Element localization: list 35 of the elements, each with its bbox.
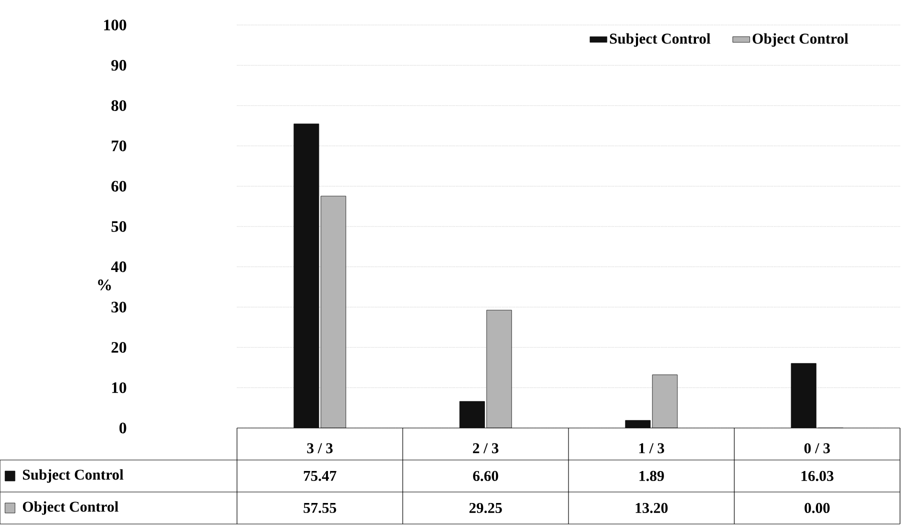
text: Object Control (22, 501, 118, 515)
bar (294, 124, 319, 428)
bar (486, 310, 512, 428)
legend-label: Subject Control (610, 33, 710, 47)
y-tick-label: 100 (104, 20, 126, 30)
data-label: 57.55 (304, 503, 336, 514)
y-tick-label: 40 (111, 261, 126, 272)
y-tick-label: 70 (112, 140, 126, 152)
legend-label: Object Control (752, 33, 848, 47)
y-tick-label: 50 (112, 221, 126, 232)
bar (652, 374, 678, 428)
bar (790, 363, 816, 428)
data-label: 75.47 (304, 470, 336, 482)
y-tick-label: 80 (111, 100, 126, 111)
y-axis-title: % (98, 280, 111, 290)
x-tick-label: 0 / 3 (804, 443, 830, 454)
data-label: 13.20 (636, 502, 668, 514)
data-label: 16.03 (802, 470, 834, 482)
y-tick-label: 0 (119, 422, 126, 434)
x-tick-label: 1 / 3 (639, 443, 664, 454)
bar (460, 401, 485, 428)
y-tick-label: 10 (112, 382, 126, 394)
bar (320, 196, 346, 428)
bar (625, 420, 650, 428)
y-tick-label: 20 (112, 342, 126, 353)
data-label: 6.60 (473, 470, 498, 482)
y-tick-label: 60 (111, 180, 126, 192)
data-label: 29.25 (469, 502, 502, 514)
x-tick-label: 3 / 3 (307, 443, 333, 454)
y-tick-label: 30 (111, 302, 126, 312)
data-label: 1.89 (640, 470, 664, 482)
x-tick-label: 2 / 3 (472, 443, 498, 454)
data-label: 0.00 (804, 502, 830, 514)
y-tick-label: 90 (111, 60, 126, 71)
text: Subject Control (22, 469, 124, 483)
